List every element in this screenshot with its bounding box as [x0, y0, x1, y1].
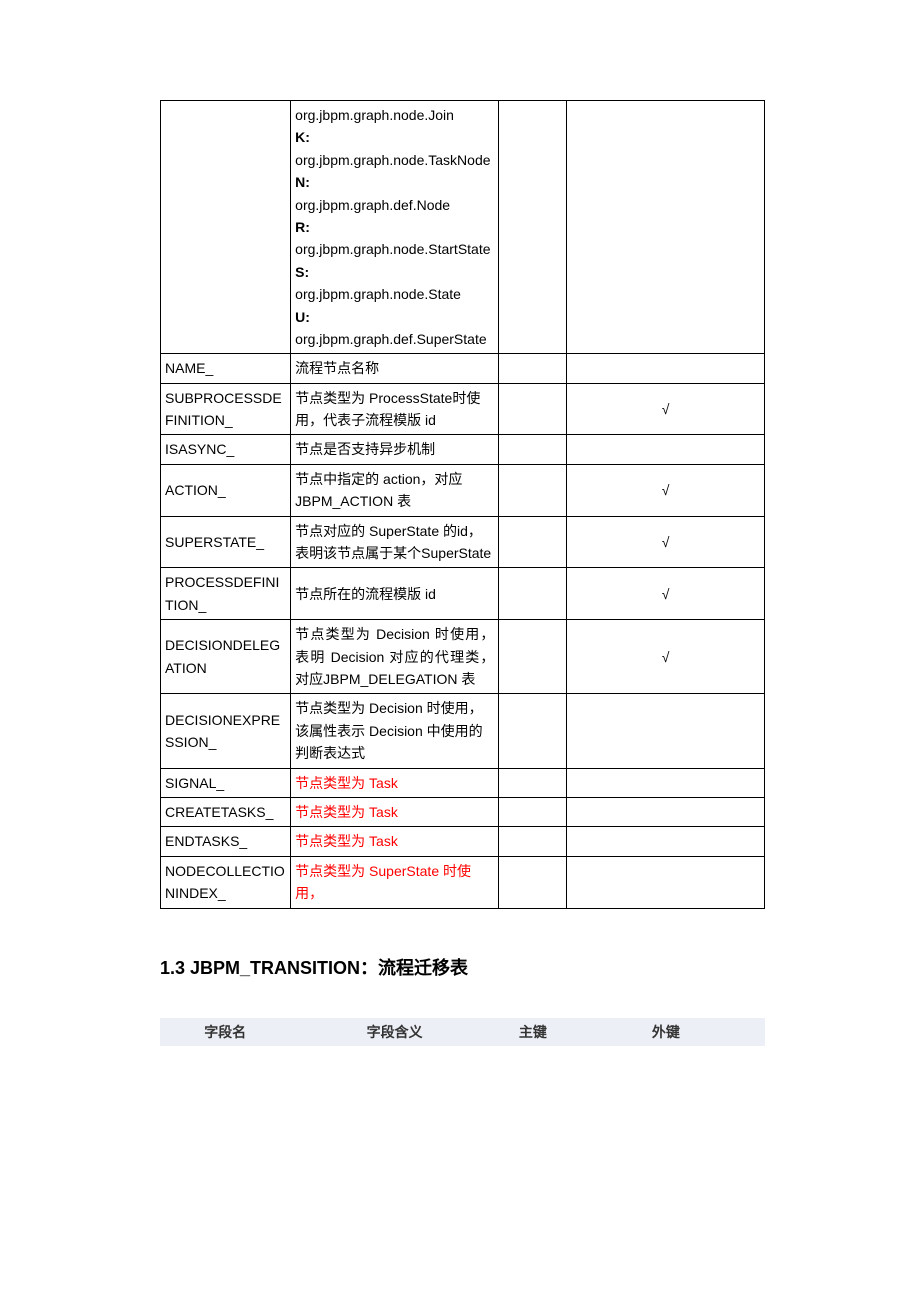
cell-pk — [499, 568, 567, 620]
table-row: NODECOLLECTIONINDEX_ 节点类型为 SuperState 时使… — [161, 856, 765, 908]
header-cell-fk: 外键 — [567, 1018, 765, 1046]
cell-fk — [567, 435, 765, 464]
cell-fk: √ — [567, 383, 765, 435]
cell-name: DECISIONEXPRESSION_ — [161, 694, 291, 768]
table-row: SUPERSTATE_ 节点对应的 SuperState 的id，表明该节点属于… — [161, 516, 765, 568]
desc-line: org.jbpm.graph.def.SuperState — [295, 331, 486, 347]
cell-desc: 节点对应的 SuperState 的id，表明该节点属于某个SuperState — [291, 516, 499, 568]
cell-desc: 节点所在的流程模版 id — [291, 568, 499, 620]
table-row: ACTION_ 节点中指定的 action，对应JBPM_ACTION 表 √ — [161, 464, 765, 516]
cell-name: CREATETASKS_ — [161, 797, 291, 826]
cell-pk — [499, 856, 567, 908]
cell-fk — [567, 354, 765, 383]
cell-fk — [567, 101, 765, 354]
cell-desc: 节点类型为 Task — [291, 827, 499, 856]
cell-pk — [499, 827, 567, 856]
cell-fk — [567, 797, 765, 826]
cell-pk — [499, 797, 567, 826]
cell-pk — [499, 101, 567, 354]
cell-desc: 节点类型为 Task — [291, 768, 499, 797]
desc-line: org.jbpm.graph.node.Join — [295, 107, 454, 123]
cell-name: NAME_ — [161, 354, 291, 383]
desc-line: org.jbpm.graph.node.StartState — [295, 241, 490, 257]
cell-name: ISASYNC_ — [161, 435, 291, 464]
cell-fk: √ — [567, 464, 765, 516]
cell-name: NODECOLLECTIONINDEX_ — [161, 856, 291, 908]
desc-line: N: — [295, 174, 310, 190]
cell-pk — [499, 383, 567, 435]
desc-line: org.jbpm.graph.node.TaskNode — [295, 152, 490, 168]
desc-line: U: — [295, 309, 310, 325]
cell-name: PROCESSDEFINITION_ — [161, 568, 291, 620]
desc-line: org.jbpm.graph.node.State — [295, 286, 461, 302]
cell-pk — [499, 768, 567, 797]
cell-name: SIGNAL_ — [161, 768, 291, 797]
section-heading: 1.3 JBPM_TRANSITION：流程迁移表 — [160, 954, 765, 980]
cell-fk — [567, 827, 765, 856]
node-fields-table: org.jbpm.graph.node.Join K: org.jbpm.gra… — [160, 100, 765, 909]
header-row: 字段名 字段含义 主键 外键 — [160, 1018, 765, 1046]
desc-line: K: — [295, 129, 310, 145]
table-row: org.jbpm.graph.node.Join K: org.jbpm.gra… — [161, 101, 765, 354]
cell-name — [161, 101, 291, 354]
cell-name: DECISIONDELEGATION — [161, 620, 291, 694]
table-row: DECISIONEXPRESSION_ 节点类型为 Decision 时使用，该… — [161, 694, 765, 768]
node-fields-table-body: org.jbpm.graph.node.Join K: org.jbpm.gra… — [161, 101, 765, 909]
desc-line: org.jbpm.graph.def.Node — [295, 197, 450, 213]
cell-pk — [499, 694, 567, 768]
table-row: DECISIONDELEGATION 节点类型为 Decision 时使用，表明… — [161, 620, 765, 694]
desc-line: S: — [295, 264, 309, 280]
cell-pk — [499, 516, 567, 568]
cell-pk — [499, 354, 567, 383]
cell-pk — [499, 435, 567, 464]
cell-desc: org.jbpm.graph.node.Join K: org.jbpm.gra… — [291, 101, 499, 354]
cell-name: ACTION_ — [161, 464, 291, 516]
header-cell-pk: 主键 — [499, 1018, 567, 1046]
table-row: SIGNAL_ 节点类型为 Task — [161, 768, 765, 797]
table-row: SUBPROCESSDEFINITION_ 节点类型为 ProcessState… — [161, 383, 765, 435]
cell-desc: 流程节点名称 — [291, 354, 499, 383]
header-cell-desc: 字段含义 — [290, 1018, 499, 1046]
page-content: org.jbpm.graph.node.Join K: org.jbpm.gra… — [0, 0, 920, 1146]
cell-name: ENDTASKS_ — [161, 827, 291, 856]
cell-name: SUBPROCESSDEFINITION_ — [161, 383, 291, 435]
table-row: ISASYNC_ 节点是否支持异步机制 — [161, 435, 765, 464]
cell-desc: 节点类型为 ProcessState时使用，代表子流程模版 id — [291, 383, 499, 435]
cell-desc: 节点类型为 Decision 时使用，该属性表示 Decision 中使用的判断… — [291, 694, 499, 768]
cell-pk — [499, 464, 567, 516]
table-row: ENDTASKS_ 节点类型为 Task — [161, 827, 765, 856]
cell-desc: 节点类型为 Task — [291, 797, 499, 826]
cell-fk: √ — [567, 516, 765, 568]
cell-fk — [567, 768, 765, 797]
cell-desc: 节点是否支持异步机制 — [291, 435, 499, 464]
cell-desc: 节点中指定的 action，对应JBPM_ACTION 表 — [291, 464, 499, 516]
table-row: PROCESSDEFINITION_ 节点所在的流程模版 id √ — [161, 568, 765, 620]
cell-fk — [567, 856, 765, 908]
cell-fk — [567, 694, 765, 768]
cell-desc: 节点类型为 Decision 时使用，表明 Decision 对应的代理类，对应… — [291, 620, 499, 694]
cell-name: SUPERSTATE_ — [161, 516, 291, 568]
header-cell-name: 字段名 — [160, 1018, 290, 1046]
table-row: NAME_ 流程节点名称 — [161, 354, 765, 383]
cell-pk — [499, 620, 567, 694]
table-row: CREATETASKS_ 节点类型为 Task — [161, 797, 765, 826]
cell-fk: √ — [567, 568, 765, 620]
transition-table-header: 字段名 字段含义 主键 外键 — [160, 1018, 765, 1046]
cell-desc: 节点类型为 SuperState 时使用， — [291, 856, 499, 908]
cell-fk: √ — [567, 620, 765, 694]
desc-line: R: — [295, 219, 310, 235]
